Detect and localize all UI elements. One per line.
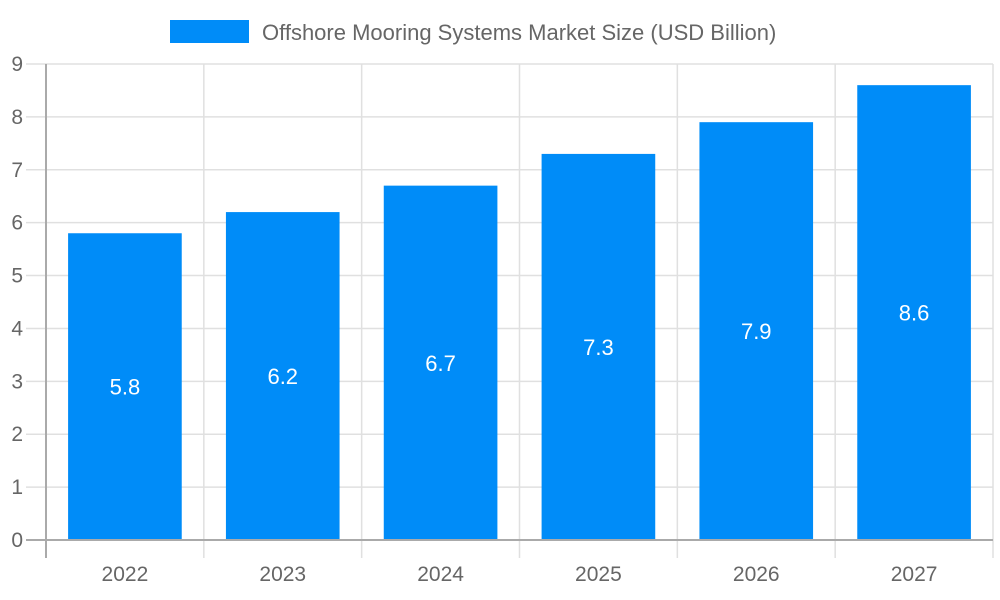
data-label: 8.6: [899, 301, 930, 326]
data-label: 7.3: [583, 335, 614, 360]
y-tick-label: 9: [11, 53, 23, 76]
bar: [541, 153, 656, 540]
bar: [225, 212, 340, 541]
bars: 5.8 6.2 6.7 7.3 7.9 8.6: [68, 85, 971, 541]
legend-swatch: [170, 20, 249, 43]
legend[interactable]: Offshore Mooring Systems Market Size (US…: [170, 20, 776, 45]
axes: 0 1 2 3 4 5 6 7 8 9 2022 2023 2024 2025 2026 2027: [11, 53, 993, 586]
bar: [383, 185, 498, 540]
data-label: 6.7: [425, 351, 456, 376]
y-tick-label: 7: [11, 159, 23, 182]
bar: [857, 85, 971, 541]
y-tick-label: 8: [11, 106, 23, 129]
legend-label: Offshore Mooring Systems Market Size (US…: [262, 20, 776, 45]
x-tick-label: 2024: [417, 563, 464, 586]
y-tick-label: 5: [11, 265, 23, 288]
y-tick-label: 4: [11, 317, 23, 340]
y-tick-label: 3: [11, 370, 23, 393]
bar: [699, 122, 814, 540]
y-tick-label: 1: [11, 476, 23, 499]
x-tick-label: 2027: [891, 563, 938, 586]
data-label: 5.8: [110, 375, 141, 400]
y-tick-label: 6: [11, 212, 23, 235]
x-tick-label: 2023: [259, 563, 306, 586]
x-tick-label: 2025: [575, 563, 622, 586]
x-tick-label: 2026: [733, 563, 780, 586]
data-label: 7.9: [741, 319, 772, 344]
y-tick-label: 2: [11, 423, 23, 446]
y-tick-label: 0: [11, 529, 23, 552]
bar: [68, 233, 182, 540]
data-label: 6.2: [267, 364, 298, 389]
x-tick-label: 2022: [102, 563, 149, 586]
